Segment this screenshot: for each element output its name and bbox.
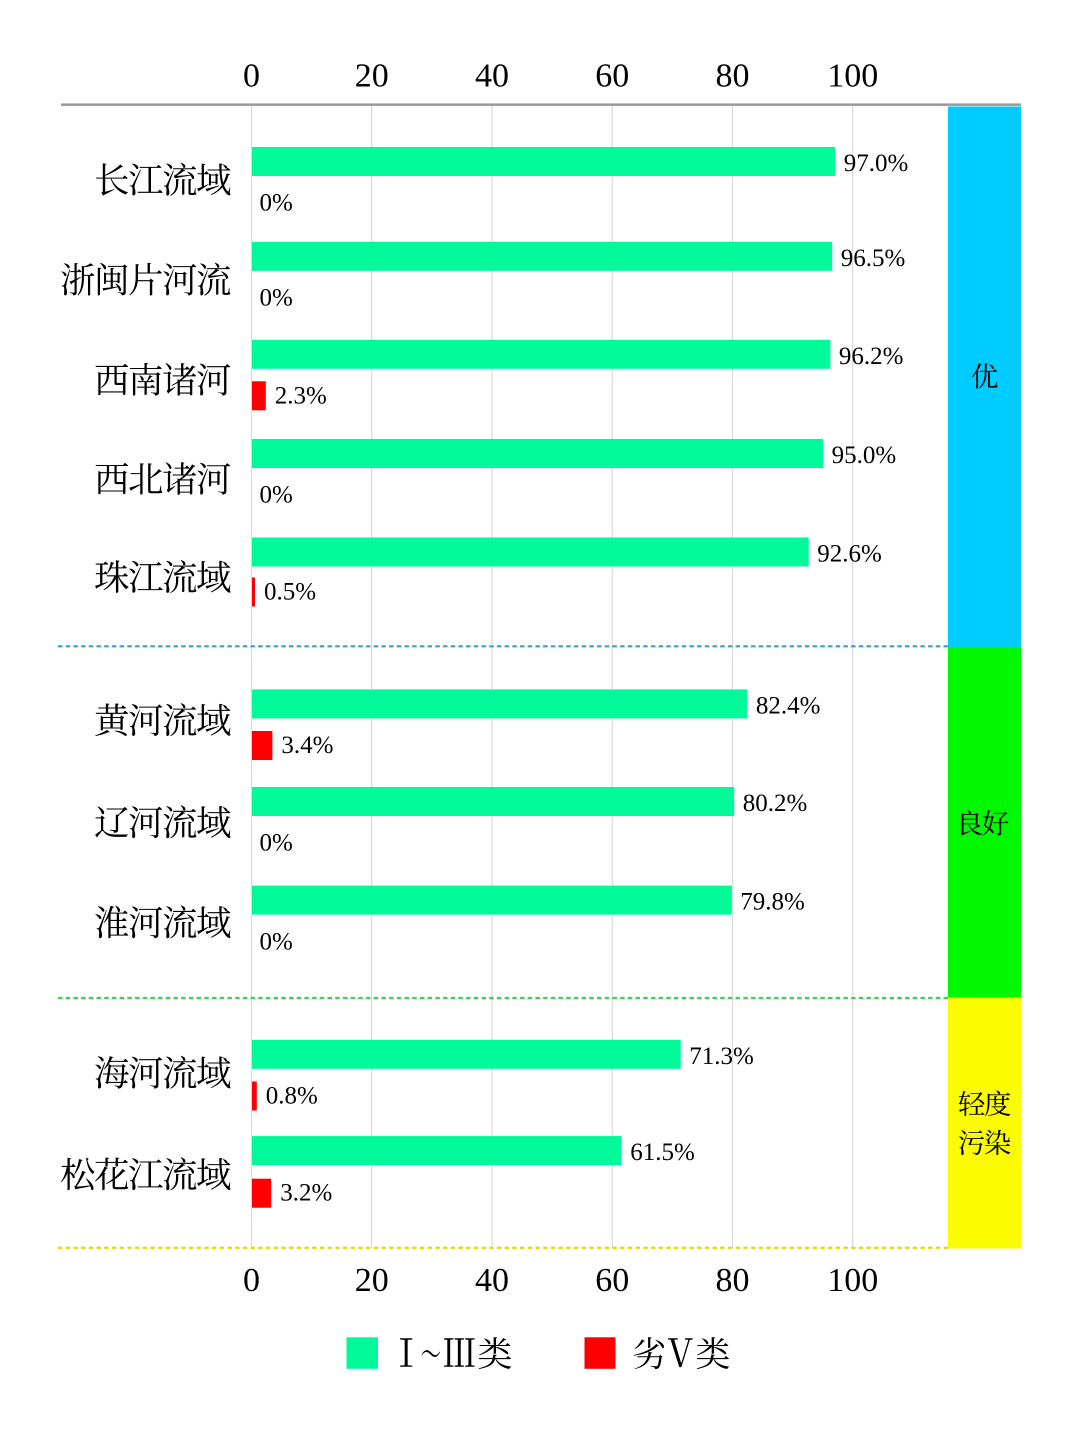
svg-text:0%: 0%	[260, 482, 293, 509]
svg-text:79.8%: 79.8%	[740, 889, 805, 916]
svg-text:0.5%: 0.5%	[264, 579, 316, 606]
svg-text:0%: 0%	[260, 928, 293, 955]
svg-text:40: 40	[475, 1262, 509, 1299]
svg-text:95.0%: 95.0%	[832, 442, 897, 469]
svg-text:96.5%: 96.5%	[841, 245, 906, 272]
svg-text:100: 100	[827, 58, 878, 95]
svg-text:60: 60	[595, 1262, 629, 1299]
svg-text:3.2%: 3.2%	[280, 1180, 332, 1207]
svg-text:80.2%: 80.2%	[743, 790, 808, 817]
svg-text:61.5%: 61.5%	[630, 1139, 695, 1166]
svg-text:40: 40	[475, 58, 509, 95]
svg-text:71.3%: 71.3%	[689, 1043, 754, 1070]
svg-text:0%: 0%	[260, 285, 293, 312]
svg-text:0.8%: 0.8%	[266, 1083, 318, 1110]
svg-text:0%: 0%	[260, 830, 293, 857]
svg-text:20: 20	[355, 1262, 389, 1299]
svg-text:2.3%: 2.3%	[275, 382, 327, 409]
svg-text:100: 100	[827, 1262, 878, 1299]
svg-text:80: 80	[716, 58, 750, 95]
svg-text:3.4%: 3.4%	[281, 732, 333, 759]
svg-text:20: 20	[355, 58, 389, 95]
svg-text:0%: 0%	[260, 190, 293, 217]
svg-text:82.4%: 82.4%	[756, 692, 821, 719]
svg-text:96.2%: 96.2%	[839, 343, 904, 370]
svg-text:60: 60	[595, 58, 629, 95]
svg-text:97.0%: 97.0%	[844, 150, 909, 177]
svg-text:0: 0	[243, 58, 260, 95]
svg-text:80: 80	[716, 1262, 750, 1299]
svg-text:92.6%: 92.6%	[817, 541, 882, 568]
svg-text:0: 0	[243, 1262, 260, 1299]
